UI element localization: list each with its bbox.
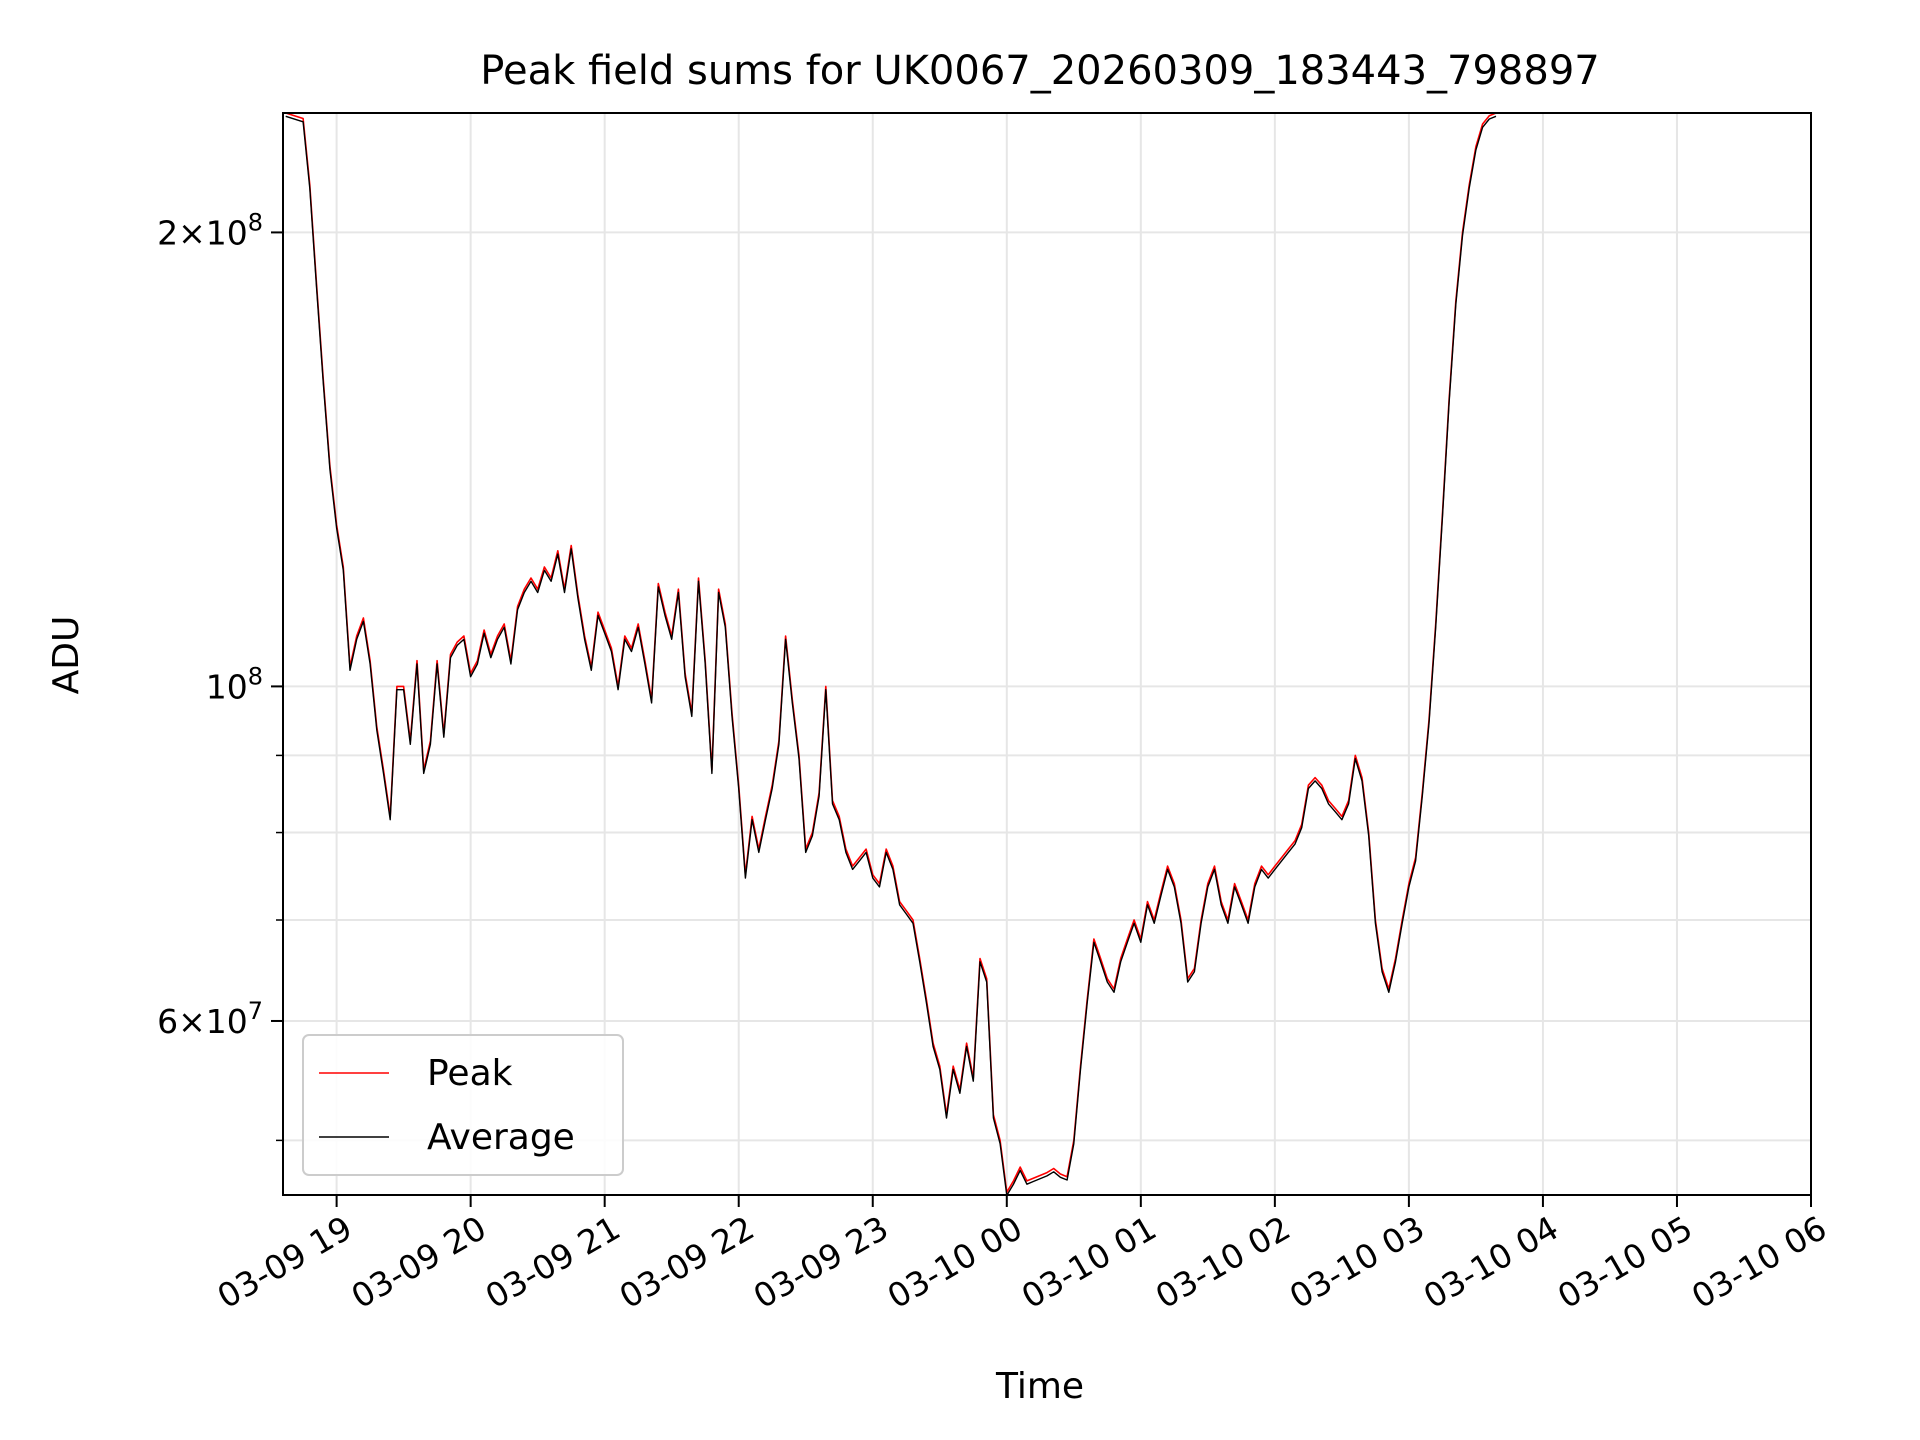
x-axis-label: Time — [995, 1366, 1084, 1407]
y-tick-times: ×10 — [178, 1002, 248, 1041]
y-tick-exponent: 8 — [248, 208, 263, 236]
series-line-average — [285, 115, 1497, 1195]
y-tick-exponent: 8 — [248, 662, 263, 690]
y-tick-mantissa: 2 — [157, 213, 178, 252]
axes-frame — [282, 112, 1812, 1196]
chart-title: Peak field sums for UK0067_20260309_1834… — [480, 48, 1599, 94]
y-tick-base: 10 — [206, 667, 248, 706]
legend-label: Peak — [427, 1053, 513, 1094]
y-tick-label: 108 — [206, 662, 263, 706]
y-tick-mantissa: 6 — [157, 1002, 178, 1041]
legend-label: Average — [427, 1117, 575, 1158]
series-layer — [285, 113, 1497, 1195]
y-axis-label: ADU — [46, 616, 87, 695]
y-tick-label: 6×107 — [157, 997, 263, 1041]
legend: Peak Average — [302, 1034, 624, 1176]
legend-box — [302, 1034, 624, 1176]
y-tick-times: ×10 — [178, 213, 248, 252]
y-tick-label: 2×108 — [157, 208, 263, 252]
y-tick-exponent: 7 — [248, 997, 263, 1025]
